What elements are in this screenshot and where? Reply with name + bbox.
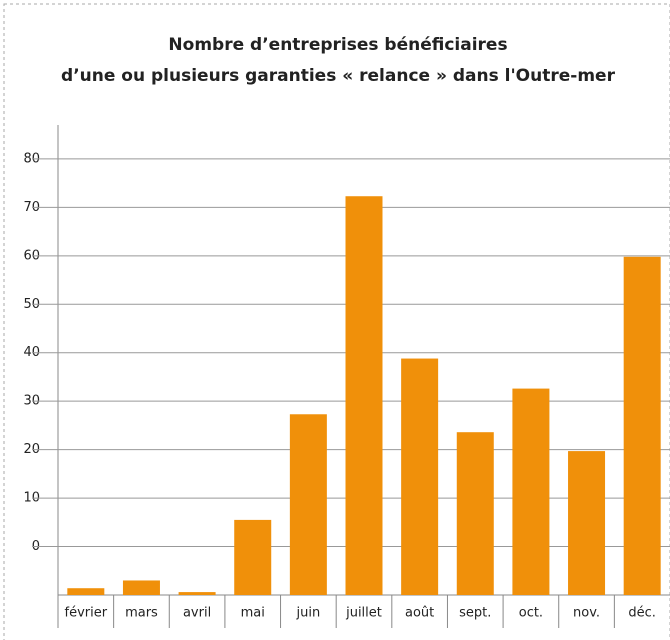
x-tick-label: mai bbox=[241, 606, 265, 621]
x-tick-label: déc. bbox=[628, 606, 656, 621]
y-tick-label: 30 bbox=[23, 394, 40, 409]
frame bbox=[3, 3, 670, 640]
y-tick-label: 10 bbox=[23, 491, 40, 506]
chart-title: d’une ou plusieurs garanties « relance »… bbox=[61, 66, 616, 86]
bar bbox=[122, 580, 160, 595]
bar bbox=[512, 388, 550, 595]
x-tick-label: août bbox=[405, 606, 434, 621]
x-tick-label: juillet bbox=[345, 606, 382, 621]
bar bbox=[178, 592, 216, 595]
y-tick-label: 40 bbox=[23, 345, 40, 360]
y-tick-label: 50 bbox=[23, 297, 40, 312]
bar bbox=[67, 588, 105, 595]
bar bbox=[289, 414, 327, 595]
x-tick-label: juin bbox=[296, 606, 321, 621]
x-tick-label: oct. bbox=[519, 606, 543, 621]
y-tick-label: 80 bbox=[23, 151, 40, 166]
chart-title: Nombre d’entreprises bénéficiaires bbox=[168, 35, 507, 55]
x-tick-label: sept. bbox=[459, 606, 491, 621]
x-tick-label: nov. bbox=[573, 606, 600, 621]
x-tick-label: février bbox=[65, 606, 108, 621]
y-tick-label: 60 bbox=[23, 248, 40, 263]
bar bbox=[234, 519, 272, 595]
bar bbox=[456, 432, 494, 595]
bar bbox=[623, 256, 661, 595]
y-tick-label: 20 bbox=[23, 442, 40, 457]
y-tick-label: 70 bbox=[23, 200, 40, 215]
bar bbox=[568, 451, 606, 595]
bar bbox=[345, 196, 383, 595]
x-tick-label: avril bbox=[183, 606, 211, 621]
x-tick-label: mars bbox=[125, 606, 158, 621]
bar bbox=[401, 358, 439, 595]
